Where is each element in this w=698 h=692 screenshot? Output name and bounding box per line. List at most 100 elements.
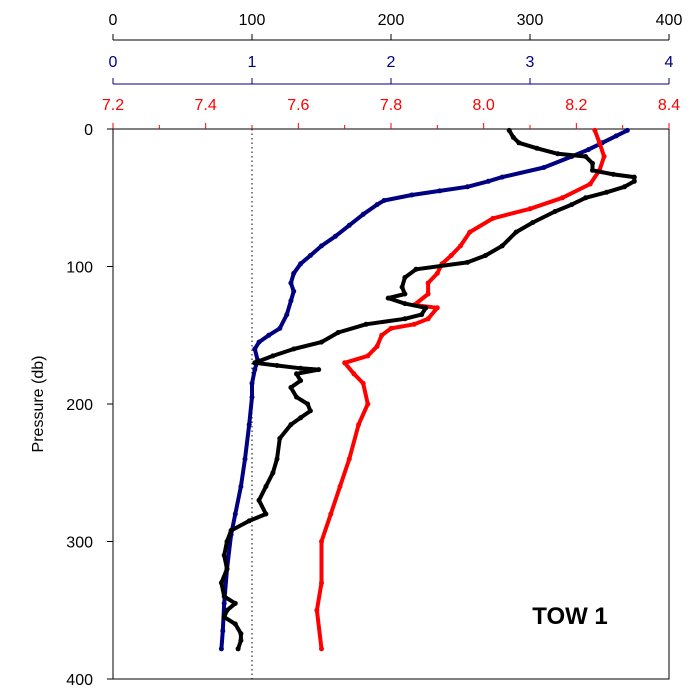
data-point bbox=[434, 270, 440, 276]
data-point bbox=[534, 145, 540, 151]
data-point bbox=[413, 266, 419, 272]
tick-label: 300 bbox=[517, 12, 544, 29]
data-point bbox=[218, 646, 224, 652]
data-point bbox=[298, 378, 304, 384]
data-point bbox=[434, 305, 440, 311]
series-line bbox=[219, 128, 637, 651]
data-point bbox=[220, 628, 226, 634]
data-point bbox=[601, 154, 607, 159]
data-point bbox=[256, 339, 262, 345]
data-point bbox=[631, 178, 637, 184]
data-point bbox=[337, 484, 343, 489]
data-point bbox=[385, 295, 391, 301]
data-point bbox=[221, 594, 227, 599]
data-point bbox=[530, 220, 536, 225]
tick-label: 1 bbox=[248, 54, 257, 71]
data-point bbox=[232, 600, 238, 606]
data-point bbox=[238, 638, 244, 643]
data-point bbox=[238, 631, 244, 637]
data-point bbox=[587, 181, 593, 187]
tick-label: 8.0 bbox=[473, 97, 495, 114]
data-point bbox=[218, 580, 224, 586]
data-point bbox=[256, 497, 262, 503]
tick-label: 0 bbox=[109, 12, 118, 29]
data-point bbox=[425, 291, 431, 297]
y-tick-label: 0 bbox=[84, 122, 93, 139]
data-point bbox=[506, 127, 512, 133]
data-point bbox=[242, 456, 248, 462]
data-point bbox=[516, 140, 522, 146]
data-point bbox=[228, 528, 234, 533]
data-point bbox=[298, 415, 304, 421]
data-point bbox=[288, 385, 294, 390]
data-point bbox=[224, 539, 230, 544]
data-point bbox=[604, 189, 609, 195]
y-tick-label: 300 bbox=[66, 535, 93, 552]
tick-label: 400 bbox=[656, 12, 683, 29]
tick-label: 100 bbox=[239, 12, 266, 29]
data-point bbox=[464, 259, 470, 265]
data-point bbox=[232, 621, 238, 627]
data-point bbox=[437, 188, 443, 194]
tick-label: 7.8 bbox=[380, 97, 402, 114]
data-point bbox=[363, 321, 369, 327]
data-point bbox=[402, 316, 408, 322]
data-point bbox=[224, 607, 230, 613]
data-point bbox=[419, 312, 425, 318]
data-point bbox=[423, 305, 429, 311]
data-point bbox=[294, 394, 299, 400]
data-point bbox=[356, 422, 362, 428]
data-point bbox=[583, 195, 589, 201]
data-point bbox=[513, 229, 519, 235]
top-axes: 0 100 200 300 400 0 1 2 3 4 7.2 7.4 7.6 7.8 8.0 8.2 8.4 bbox=[102, 12, 683, 129]
data-point bbox=[246, 518, 252, 524]
data-point bbox=[316, 367, 322, 373]
data-point bbox=[335, 330, 341, 335]
data-point bbox=[246, 422, 252, 428]
data-point bbox=[585, 147, 591, 153]
left-axis: 0 100 200 300 400 bbox=[66, 122, 113, 689]
tick-label: 200 bbox=[378, 12, 405, 29]
data-point bbox=[249, 380, 255, 386]
y-axis-label: Pressure (db) bbox=[30, 356, 47, 453]
data-point bbox=[307, 253, 313, 258]
series-black bbox=[218, 127, 637, 652]
data-point bbox=[319, 580, 324, 586]
data-point bbox=[597, 140, 602, 146]
y-tick-label: 200 bbox=[66, 397, 93, 414]
data-point bbox=[379, 332, 385, 338]
data-point bbox=[314, 607, 320, 613]
data-point bbox=[622, 184, 627, 190]
data-point bbox=[319, 646, 324, 652]
data-point bbox=[263, 511, 269, 517]
data-point bbox=[266, 332, 272, 338]
data-point bbox=[374, 202, 380, 208]
data-point bbox=[221, 552, 227, 558]
data-point bbox=[284, 312, 290, 318]
data-point bbox=[583, 154, 589, 159]
data-point bbox=[319, 243, 324, 249]
data-point bbox=[288, 422, 294, 428]
data-point bbox=[411, 321, 417, 327]
top-axis-black: 0 100 200 300 400 bbox=[109, 12, 683, 41]
data-point bbox=[402, 275, 408, 280]
data-point bbox=[252, 367, 258, 373]
data-point bbox=[590, 160, 595, 166]
data-point bbox=[351, 371, 357, 377]
data-point bbox=[402, 301, 408, 307]
data-point bbox=[490, 215, 496, 221]
tow-label: TOW 1 bbox=[532, 603, 608, 630]
tick-label: 3 bbox=[526, 54, 535, 71]
data-point bbox=[365, 353, 371, 359]
data-point bbox=[402, 291, 408, 297]
tick-label: 8.4 bbox=[658, 97, 680, 114]
data-point bbox=[291, 270, 297, 276]
data-point bbox=[610, 171, 616, 177]
plot-frame bbox=[112, 128, 670, 680]
y-tick-label: 100 bbox=[66, 260, 93, 277]
data-point bbox=[485, 178, 491, 184]
data-point bbox=[365, 401, 371, 407]
tick-label: 0 bbox=[109, 54, 118, 71]
data-point bbox=[291, 288, 297, 294]
data-point bbox=[232, 511, 238, 517]
